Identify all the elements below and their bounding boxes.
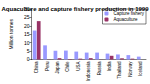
svg-text:Peru: Peru xyxy=(45,61,50,71)
svg-text:Iceland: Iceland xyxy=(138,61,143,76)
svg-text:China: China xyxy=(34,61,39,73)
svg-text:0: 0 xyxy=(27,56,30,62)
svg-text:Russia: Russia xyxy=(97,61,102,75)
svg-text:10: 10 xyxy=(24,40,30,46)
svg-text:25: 25 xyxy=(24,14,30,20)
svg-text:15: 15 xyxy=(24,31,30,37)
svg-text:USA: USA xyxy=(76,61,81,70)
svg-text:Aquaculture: Aquaculture xyxy=(113,17,138,22)
svg-text:Aquaculture and capture fisher: Aquaculture and capture fishery producti… xyxy=(1,6,149,12)
svg-text:Indonesia: Indonesia xyxy=(86,61,91,81)
svg-text:India: India xyxy=(107,61,112,71)
svg-text:Norway: Norway xyxy=(128,61,133,77)
svg-text:Capture fishery: Capture fishery xyxy=(113,11,144,16)
svg-text:5: 5 xyxy=(27,48,30,54)
svg-text:Million tonnes: Million tonnes xyxy=(8,18,14,49)
svg-text:Japan: Japan xyxy=(55,61,60,74)
svg-text:20: 20 xyxy=(24,23,30,29)
svg-text:Chile: Chile xyxy=(65,61,70,72)
svg-text:Thailand: Thailand xyxy=(117,61,122,79)
